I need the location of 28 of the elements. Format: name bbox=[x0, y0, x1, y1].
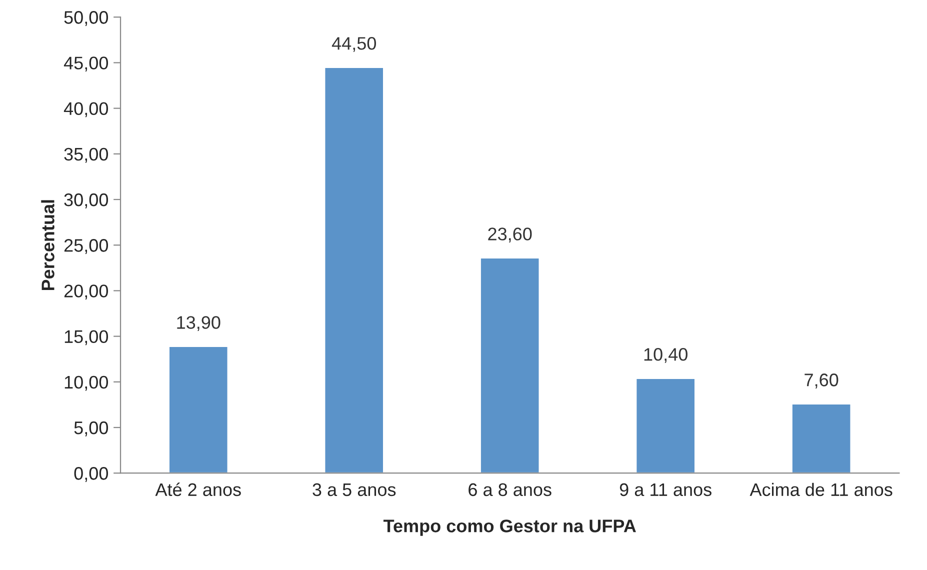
x-tick-label: Acima de 11 anos bbox=[750, 482, 892, 496]
data-label: 23,60 bbox=[488, 228, 532, 243]
y-axis-title: Percentual bbox=[41, 200, 54, 290]
y-tick-label: 20,00 bbox=[64, 284, 108, 300]
x-tick-label: Até 2 anos bbox=[155, 482, 241, 496]
y-tick-label: 50,00 bbox=[64, 11, 108, 26]
x-tick-label: 3 a 5 anos bbox=[312, 483, 396, 496]
y-tick-label: 35,00 bbox=[64, 148, 108, 163]
data-label: 44,50 bbox=[332, 37, 376, 52]
x-axis-title: Tempo como Gestor na UFPA bbox=[383, 520, 636, 536]
y-tick-label: 15,00 bbox=[64, 330, 108, 346]
y-tick-label: 40,00 bbox=[64, 102, 108, 118]
x-tick-label: 9 a 11 anos bbox=[620, 483, 712, 496]
data-label: 7,60 bbox=[804, 374, 838, 388]
data-label: 13,90 bbox=[177, 316, 220, 332]
data-label: 10,40 bbox=[644, 348, 688, 363]
bar bbox=[324, 66, 384, 474]
x-tick-label: 6 a 8 anos bbox=[468, 483, 552, 496]
y-tick-label: 25,00 bbox=[64, 239, 108, 254]
y-tick-label: 0,00 bbox=[74, 467, 108, 482]
bar bbox=[168, 346, 229, 474]
bar bbox=[635, 378, 696, 474]
bar bbox=[791, 403, 852, 474]
y-tick-label: 30,00 bbox=[64, 193, 108, 208]
bar bbox=[480, 257, 540, 474]
y-tick-label: 45,00 bbox=[64, 56, 108, 72]
y-tick-label: 10,00 bbox=[64, 376, 108, 391]
y-tick-label: 5,00 bbox=[74, 421, 108, 436]
